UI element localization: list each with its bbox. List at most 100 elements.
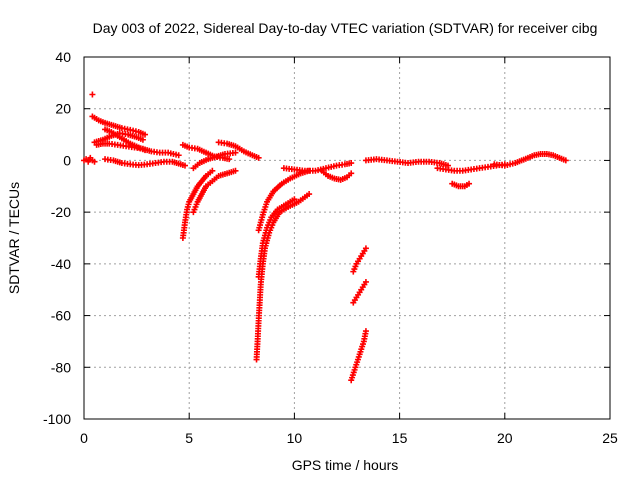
data-point-trace bbox=[327, 173, 336, 181]
data-point bbox=[348, 170, 355, 177]
data-point-trace bbox=[271, 211, 282, 224]
data-point-trace bbox=[180, 222, 188, 239]
data-point-trace bbox=[226, 141, 237, 149]
data-point-trace bbox=[539, 150, 548, 157]
data-point-trace bbox=[181, 142, 191, 150]
data-point-trace bbox=[102, 140, 111, 147]
data-point bbox=[466, 180, 473, 187]
data-point-trace bbox=[418, 158, 430, 165]
data-point-trace bbox=[357, 341, 366, 355]
data-point-trace bbox=[333, 175, 342, 183]
data-point bbox=[91, 158, 98, 165]
data-point-trace bbox=[276, 202, 287, 212]
data-point-trace bbox=[116, 134, 125, 142]
data-point-trace bbox=[339, 175, 348, 182]
data-point-trace bbox=[207, 154, 218, 162]
y-tick-label: -100 bbox=[43, 411, 71, 427]
data-point bbox=[181, 162, 188, 169]
data-point-trace bbox=[151, 148, 160, 156]
data-point-trace bbox=[205, 169, 214, 178]
data-point-trace bbox=[112, 158, 123, 166]
data-point-trace bbox=[137, 129, 146, 137]
data-point bbox=[306, 191, 313, 198]
data-point-trace bbox=[287, 199, 300, 209]
data-point-trace bbox=[514, 158, 523, 166]
data-point bbox=[139, 136, 146, 143]
data-point-trace bbox=[325, 163, 337, 171]
data-point-trace bbox=[376, 156, 388, 164]
data-point-trace bbox=[159, 149, 169, 156]
data-point-trace bbox=[493, 161, 506, 169]
data-point-trace bbox=[93, 137, 104, 145]
data-point-trace bbox=[135, 135, 144, 142]
data-point-trace bbox=[349, 366, 358, 381]
data-point bbox=[232, 149, 239, 156]
data-point-trace bbox=[294, 166, 306, 174]
data-point-trace bbox=[272, 182, 284, 193]
data-point-trace bbox=[260, 201, 270, 216]
data-point-trace bbox=[552, 153, 561, 160]
data-point-trace bbox=[155, 159, 165, 166]
data-point-trace bbox=[171, 159, 182, 167]
data-point bbox=[362, 245, 369, 252]
data-point-trace bbox=[109, 141, 118, 148]
data-point-trace bbox=[187, 192, 196, 203]
data-point-trace bbox=[445, 166, 455, 174]
data-point-trace bbox=[117, 142, 127, 149]
data-point-trace bbox=[112, 123, 123, 131]
data-point-trace bbox=[91, 114, 100, 123]
data-point-trace bbox=[205, 179, 214, 188]
data-point-trace bbox=[200, 174, 208, 183]
data-point bbox=[226, 156, 233, 163]
data-point-trace bbox=[267, 222, 276, 234]
data-point-trace bbox=[215, 151, 226, 159]
data-point-trace bbox=[104, 120, 115, 128]
y-tick-label: 20 bbox=[55, 101, 71, 117]
data-point-trace bbox=[130, 127, 139, 135]
data-point-trace bbox=[407, 159, 419, 166]
chart-title: Day 003 of 2022, Sidereal Day-to-day VTE… bbox=[93, 20, 598, 36]
data-point bbox=[175, 152, 182, 159]
data-point-trace bbox=[280, 176, 292, 186]
data-point-trace bbox=[104, 127, 113, 135]
data-point bbox=[89, 91, 96, 98]
data-point-trace bbox=[125, 143, 135, 151]
data-point-trace bbox=[527, 153, 536, 160]
x-tick-label: 10 bbox=[287, 430, 303, 446]
data-point-trace bbox=[256, 214, 266, 231]
data-point bbox=[291, 196, 298, 203]
data-point bbox=[362, 328, 369, 335]
data-point-trace bbox=[224, 149, 236, 157]
data-points bbox=[81, 91, 569, 384]
data-point-trace bbox=[397, 159, 409, 166]
data-point-trace bbox=[218, 139, 228, 147]
data-point-trace bbox=[104, 156, 114, 163]
y-tick-label: 0 bbox=[63, 152, 71, 168]
data-point-trace bbox=[558, 155, 567, 163]
axis-ticks: 0 5 10 15 20 25 -100 -80 -60 -40 -20 0 20 40 bbox=[43, 49, 618, 446]
data-point-trace bbox=[386, 157, 398, 165]
data-point-trace bbox=[195, 192, 204, 203]
data-point-trace bbox=[130, 161, 139, 168]
data-point-trace bbox=[97, 118, 106, 126]
data-point-trace bbox=[119, 130, 129, 138]
data-point-trace bbox=[520, 155, 529, 163]
data-point-trace bbox=[344, 160, 353, 167]
data-point-trace bbox=[361, 330, 369, 342]
data-point-trace bbox=[234, 144, 245, 154]
data-point-trace bbox=[454, 167, 463, 174]
data-point-trace bbox=[142, 146, 153, 154]
data-point bbox=[255, 154, 262, 161]
data-point-trace bbox=[182, 209, 190, 223]
data-point-trace bbox=[121, 125, 131, 133]
data-point-trace bbox=[487, 163, 497, 170]
data-point-trace bbox=[336, 161, 346, 169]
x-axis-label: GPS time / hours bbox=[292, 457, 399, 473]
data-point-trace bbox=[353, 353, 362, 368]
data-point-trace bbox=[184, 201, 192, 210]
data-point-trace bbox=[545, 151, 555, 158]
y-tick-label: 40 bbox=[55, 49, 71, 65]
data-point-trace bbox=[127, 132, 138, 140]
data-point-trace bbox=[283, 165, 295, 173]
